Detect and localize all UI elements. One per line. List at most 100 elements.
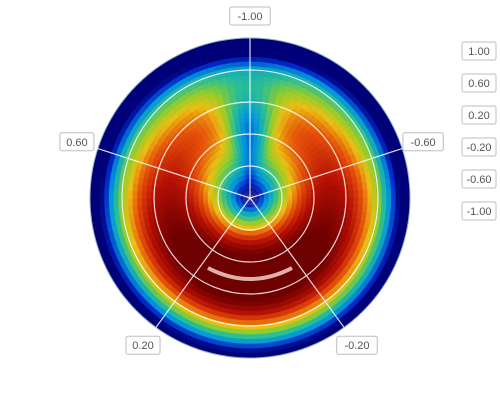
heat-cell	[206, 69, 218, 78]
heat-cell	[242, 220, 246, 227]
heat-cell	[159, 197, 166, 205]
heat-cell	[213, 183, 220, 188]
heat-cell	[112, 197, 119, 208]
heat-cell	[325, 192, 331, 199]
heat-cell	[256, 248, 262, 255]
heat-cell	[246, 193, 250, 198]
heat-cell	[178, 192, 185, 199]
heat-cell	[246, 145, 251, 152]
heat-cell	[231, 221, 237, 228]
heat-cell	[357, 189, 364, 199]
highlight-arc	[207, 266, 293, 281]
heat-cell	[256, 204, 261, 210]
heat-cell	[399, 155, 408, 169]
heat-cell	[232, 319, 243, 326]
heat-cell	[254, 108, 263, 115]
heat-cell	[253, 184, 257, 190]
heat-cell	[249, 60, 260, 67]
heat-cell	[214, 210, 221, 216]
heat-cell	[145, 197, 152, 206]
heat-cell	[232, 173, 238, 180]
heat-cell	[251, 207, 253, 213]
heat-cell	[247, 193, 250, 198]
legend-label-text: -0.20	[466, 142, 491, 154]
heat-cell	[371, 180, 378, 191]
heat-cell	[286, 51, 300, 61]
heat-cell	[231, 180, 237, 186]
heat-cell	[244, 221, 248, 227]
heat-cell	[230, 194, 237, 197]
heat-cell	[244, 263, 251, 270]
heat-cell	[225, 180, 232, 186]
heat-cell	[246, 207, 249, 213]
heat-cell	[256, 204, 262, 209]
heat-cell	[236, 190, 242, 194]
heat-cell	[268, 200, 274, 203]
heat-cell	[268, 194, 275, 197]
heat-cell	[238, 203, 243, 208]
heat-cell	[243, 216, 247, 222]
heat-cell	[225, 197, 232, 200]
heat-cell	[197, 42, 211, 52]
heat-cell	[108, 233, 117, 247]
heat-cell	[248, 352, 262, 358]
heat-cell	[254, 200, 260, 204]
heat-cell	[328, 180, 335, 189]
heat-cell	[393, 135, 403, 150]
heat-cell	[256, 180, 260, 186]
heat-cell	[256, 181, 261, 187]
heat-cell	[214, 180, 221, 186]
heat-cell	[237, 203, 243, 208]
heat-cell	[332, 179, 340, 188]
heat-cell	[249, 305, 259, 312]
heat-cell	[240, 186, 245, 191]
heat-cell	[361, 181, 369, 192]
heat-cell	[273, 211, 280, 217]
heat-cell	[249, 320, 260, 326]
heat-cell	[251, 178, 254, 185]
heat-cell	[241, 191, 247, 196]
heat-cell	[357, 182, 364, 192]
heat-cell	[236, 183, 241, 189]
heat-cell	[223, 206, 229, 211]
heat-cell	[256, 84, 266, 91]
heat-cell	[235, 197, 241, 200]
heat-cell	[260, 185, 266, 190]
heat-cell	[258, 200, 265, 204]
heat-cell	[287, 192, 293, 196]
heat-cell	[246, 235, 251, 241]
heat-cell	[239, 56, 251, 62]
axis-label: 0.20	[125, 335, 161, 355]
heat-cell	[370, 154, 379, 166]
heat-cell	[193, 204, 200, 210]
heat-cell	[221, 177, 228, 183]
heat-cell	[253, 200, 259, 205]
heat-cell	[222, 205, 229, 210]
heat-cell	[264, 196, 270, 199]
heat-cell	[329, 202, 336, 210]
heat-cell	[241, 200, 247, 205]
heat-cell	[226, 178, 233, 184]
heat-cell	[164, 191, 171, 199]
heat-cell	[108, 178, 115, 191]
heat-cell	[103, 196, 110, 209]
heat-cell	[245, 249, 251, 256]
heat-cell	[287, 194, 293, 199]
heat-cell	[375, 142, 385, 156]
heat-cell	[234, 122, 242, 129]
heat-cell	[169, 197, 175, 204]
heat-cell	[235, 194, 241, 197]
heat-cell	[329, 191, 336, 199]
heat-cell	[361, 204, 369, 215]
heat-cell	[252, 169, 256, 175]
heat-cell	[380, 140, 390, 154]
heat-cell	[238, 38, 252, 44]
heat-cell	[279, 40, 293, 49]
heat-cell	[238, 348, 252, 354]
heat-cell	[252, 239, 257, 246]
heat-cell	[278, 178, 285, 184]
heat-cell	[253, 206, 257, 212]
heat-cell	[198, 47, 213, 56]
heat-cell	[262, 173, 268, 180]
heat-cell	[261, 157, 267, 164]
